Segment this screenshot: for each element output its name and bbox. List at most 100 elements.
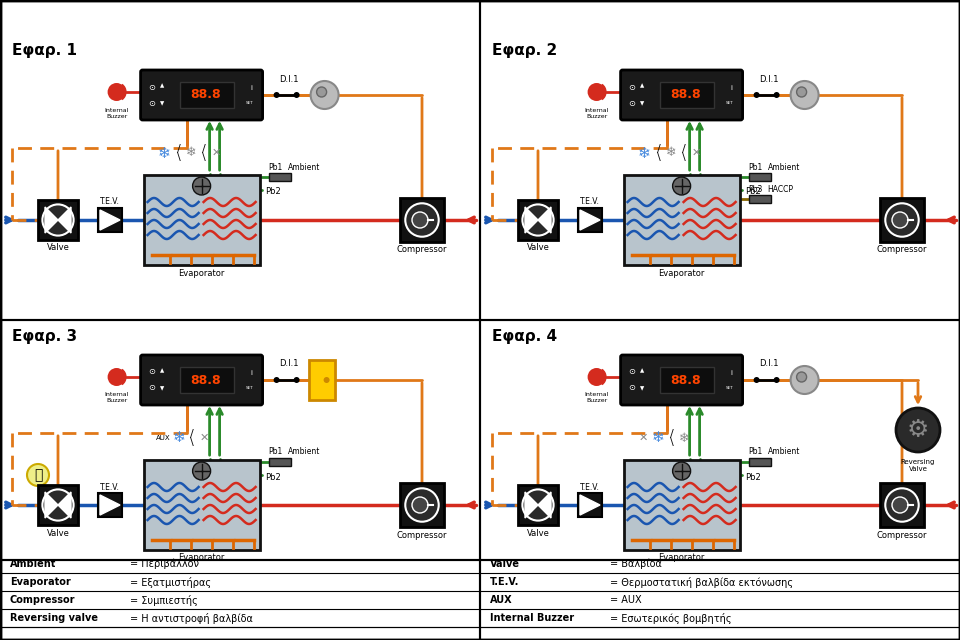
Text: Valve: Valve — [908, 466, 927, 472]
FancyBboxPatch shape — [620, 70, 743, 120]
Circle shape — [317, 87, 326, 97]
Circle shape — [522, 490, 554, 520]
Bar — [180, 82, 233, 108]
Bar — [749, 173, 771, 181]
Text: Compressor: Compressor — [876, 246, 927, 255]
Text: Evaporator: Evaporator — [10, 577, 71, 587]
Circle shape — [193, 462, 210, 480]
Text: T.E.V.: T.E.V. — [580, 483, 600, 492]
Bar — [518, 485, 558, 525]
Polygon shape — [525, 207, 538, 233]
Text: ❄: ❄ — [637, 145, 650, 161]
Text: ❄: ❄ — [157, 145, 170, 161]
Bar — [144, 460, 259, 550]
Circle shape — [42, 490, 74, 520]
Circle shape — [324, 377, 329, 383]
Circle shape — [892, 212, 908, 228]
Bar — [880, 198, 924, 242]
Text: Pb2: Pb2 — [746, 188, 761, 196]
Circle shape — [588, 83, 606, 101]
Text: Internal: Internal — [585, 108, 609, 113]
Text: Evaporator: Evaporator — [179, 269, 225, 278]
Polygon shape — [538, 492, 551, 518]
Text: = Θερμοστατική βαλβίδα εκτόνωσης: = Θερμοστατική βαλβίδα εκτόνωσης — [610, 577, 793, 588]
Text: = Συμπιεστής: = Συμπιεστής — [130, 595, 198, 605]
Text: Pb2: Pb2 — [266, 188, 281, 196]
Circle shape — [294, 92, 300, 98]
Circle shape — [42, 204, 74, 236]
Text: i: i — [731, 85, 732, 91]
Text: Valve: Valve — [490, 559, 520, 569]
Text: ⊙: ⊙ — [148, 83, 156, 92]
Bar — [749, 458, 771, 466]
Text: T.E.V.: T.E.V. — [100, 483, 120, 492]
Text: Evaporator: Evaporator — [659, 554, 705, 563]
Circle shape — [27, 464, 49, 486]
Text: 88.8: 88.8 — [670, 374, 701, 387]
Bar — [880, 483, 924, 527]
Polygon shape — [580, 210, 600, 230]
Text: Pb1: Pb1 — [749, 163, 763, 172]
Bar — [38, 200, 78, 240]
Polygon shape — [58, 207, 71, 233]
Text: /: / — [190, 429, 194, 439]
Text: \: \ — [190, 437, 194, 447]
Text: Compressor: Compressor — [876, 531, 927, 540]
Circle shape — [522, 204, 554, 236]
Text: Ambient: Ambient — [288, 447, 320, 456]
Text: ⊙: ⊙ — [148, 383, 156, 392]
Text: D.I.1: D.I.1 — [278, 74, 299, 83]
Text: \: \ — [202, 152, 205, 162]
Polygon shape — [580, 495, 600, 515]
Text: Reversing valve: Reversing valve — [10, 613, 98, 623]
Circle shape — [797, 372, 806, 382]
Bar — [624, 175, 739, 265]
Text: = Βαλβίδα: = Βαλβίδα — [610, 559, 661, 569]
Circle shape — [892, 497, 908, 513]
Text: ❄: ❄ — [172, 431, 185, 445]
Text: Εφαρ. 4: Εφαρ. 4 — [492, 328, 557, 344]
Text: ✕: ✕ — [200, 433, 209, 443]
Circle shape — [193, 177, 210, 195]
Polygon shape — [100, 495, 120, 515]
Text: Reversing: Reversing — [900, 459, 935, 465]
Text: ⊙: ⊙ — [628, 83, 636, 92]
Text: AUX: AUX — [156, 435, 171, 441]
Text: ⊙: ⊙ — [628, 383, 636, 392]
Text: Compressor: Compressor — [10, 595, 76, 605]
Text: Compressor: Compressor — [396, 531, 447, 540]
Text: D.I.1: D.I.1 — [758, 74, 779, 83]
Circle shape — [673, 462, 690, 480]
Text: SET: SET — [726, 101, 733, 105]
Text: Internal: Internal — [105, 392, 129, 397]
Text: ✕: ✕ — [639, 433, 648, 443]
Text: i: i — [731, 370, 732, 376]
Text: ▼: ▼ — [640, 387, 645, 392]
Text: Pb1: Pb1 — [269, 447, 283, 456]
Text: ✕: ✕ — [692, 148, 702, 158]
Text: ▲: ▲ — [160, 369, 165, 374]
Text: ❄: ❄ — [186, 147, 197, 159]
Circle shape — [274, 92, 279, 98]
Bar — [400, 483, 444, 527]
Text: Internal: Internal — [105, 108, 129, 113]
Text: i: i — [251, 85, 252, 91]
Text: Buzzer: Buzzer — [106, 399, 128, 403]
Text: SET: SET — [726, 386, 733, 390]
Circle shape — [791, 81, 819, 109]
Circle shape — [405, 204, 439, 237]
Text: = Η αντιστροφή βαλβίδα: = Η αντιστροφή βαλβίδα — [130, 612, 252, 623]
Text: Internal: Internal — [585, 392, 609, 397]
Bar — [518, 200, 558, 240]
Text: Buzzer: Buzzer — [106, 113, 128, 118]
Text: 88.8: 88.8 — [190, 374, 221, 387]
Text: Ambient: Ambient — [768, 447, 800, 456]
Text: /: / — [177, 144, 180, 154]
Bar — [269, 458, 291, 466]
Circle shape — [405, 488, 439, 522]
Circle shape — [774, 92, 780, 98]
Bar — [308, 360, 335, 400]
Text: Pb3: Pb3 — [749, 184, 763, 193]
Text: ▼: ▼ — [640, 102, 645, 106]
Text: = Περιβάλλον: = Περιβάλλον — [130, 559, 199, 569]
